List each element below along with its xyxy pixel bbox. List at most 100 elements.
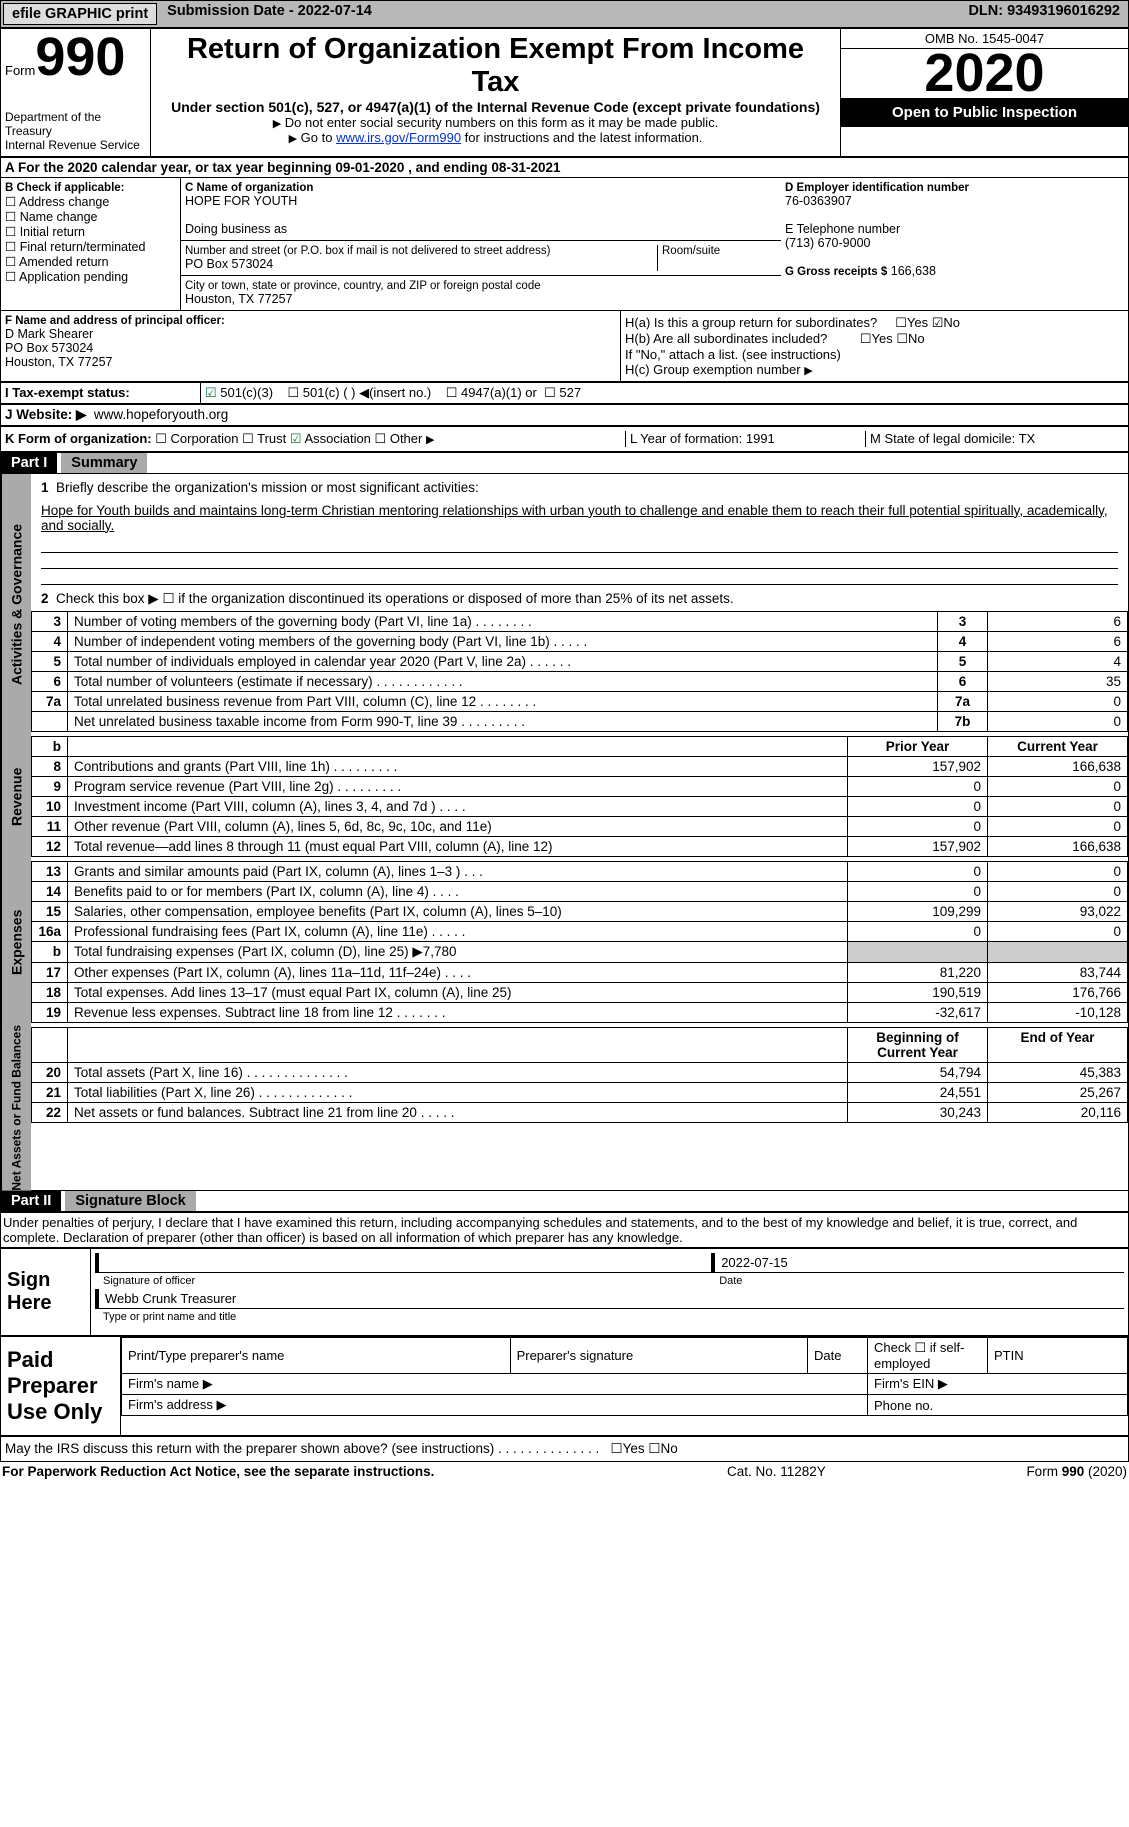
line-num: 4 [32, 631, 68, 651]
current-year: 0 [988, 861, 1128, 881]
row-k: K Form of organization: Corporation Trus… [0, 426, 1129, 452]
header-right: OMB No. 1545-0047 2020 Open to Public In… [841, 29, 1128, 156]
line-val: 0 [988, 711, 1128, 731]
netassets-section: Net Assets or Fund Balances Beginning of… [0, 1025, 1129, 1191]
netassets-table: Beginning of Current Year End of Year20 … [31, 1027, 1128, 1123]
form-subtitle: Under section 501(c), 527, or 4947(a)(1)… [163, 99, 828, 115]
prior-year: 157,902 [848, 836, 988, 856]
chk-name-change[interactable]: Name change [5, 209, 176, 224]
expenses-section: Expenses 13 Grants and similar amounts p… [0, 859, 1129, 1025]
line-box: 6 [938, 671, 988, 691]
foot-l: For Paperwork Reduction Act Notice, see … [2, 1464, 727, 1479]
line-desc: Net unrelated business taxable income fr… [68, 711, 938, 731]
website[interactable]: www.hopeforyouth.org [94, 407, 228, 422]
may-discuss: May the IRS discuss this return with the… [0, 1436, 1129, 1462]
header-center: Return of Organization Exempt From Incom… [151, 29, 841, 156]
end-year: 25,267 [988, 1082, 1128, 1102]
part1-tag: Part I [1, 453, 57, 473]
prior-year: 190,519 [848, 982, 988, 1002]
prep-c2: Preparer's signature [510, 1338, 807, 1374]
note2-post: for instructions and the latest informat… [461, 130, 702, 145]
line-desc: Benefits paid to or for members (Part IX… [68, 881, 848, 901]
chk-amended-return[interactable]: Amended return [5, 254, 176, 269]
efile-print-button[interactable]: efile GRAPHIC print [3, 3, 157, 25]
sign-section: Sign Here 2022-07-15 Signature of office… [0, 1248, 1129, 1336]
line-num: 3 [32, 611, 68, 631]
m-state: M State of legal domicile: TX [865, 431, 1124, 447]
form-header: Form990 Department of the Treasury Inter… [0, 28, 1129, 157]
ha-yes[interactable]: Yes [907, 315, 928, 330]
line-num: 16a [32, 921, 68, 941]
line-num: 15 [32, 901, 68, 921]
arrow-icon [273, 115, 281, 130]
q1: Briefly describe the organization's miss… [56, 480, 479, 495]
line-desc: Total fundraising expenses (Part IX, col… [68, 941, 848, 962]
expenses-table: 13 Grants and similar amounts paid (Part… [31, 861, 1128, 1023]
chk-corp[interactable]: Corporation [155, 431, 238, 446]
irs-link[interactable]: www.irs.gov/Form990 [336, 130, 461, 145]
f-lbl: F Name and address of principal officer: [5, 315, 616, 327]
beg-year: 24,551 [848, 1082, 988, 1102]
ha-no[interactable]: No [943, 315, 960, 330]
section-d: D Employer identification number 76-0363… [781, 178, 1128, 310]
chk-501c[interactable]: 501(c) ( ) ◀(insert no.) [287, 385, 431, 400]
arrow-icon [289, 130, 297, 145]
line-desc: Other expenses (Part IX, column (A), lin… [68, 962, 848, 982]
section-bcd: B Check if applicable: Address change Na… [0, 178, 1129, 310]
line-box: 7a [938, 691, 988, 711]
line-num: 22 [32, 1102, 68, 1122]
hb-no[interactable]: No [908, 331, 925, 346]
firm-name: Firm's name ▶ [122, 1374, 868, 1395]
room-lbl: Room/suite [662, 245, 777, 257]
line-num: 7a [32, 691, 68, 711]
chk-trust[interactable]: Trust [242, 431, 286, 446]
part2-header: Part II Signature Block [0, 1190, 1129, 1212]
sig-lbl: Signature of officer [97, 1273, 713, 1290]
c-name-lbl: C Name of organization [185, 182, 777, 194]
hb-yes[interactable]: Yes [872, 331, 893, 346]
current-year: -10,128 [988, 1002, 1128, 1022]
may-text: May the IRS discuss this return with the… [5, 1441, 599, 1456]
line-desc: Grants and similar amounts paid (Part IX… [68, 861, 848, 881]
foot-r-post: (2020) [1084, 1464, 1127, 1479]
may-no[interactable]: No [661, 1441, 678, 1456]
line-desc: Total assets (Part X, line 16) . . . . .… [68, 1062, 848, 1082]
line-val: 6 [988, 611, 1128, 631]
beg-year: 54,794 [848, 1062, 988, 1082]
line-box: 4 [938, 631, 988, 651]
current-year: 0 [988, 796, 1128, 816]
chk-address-change[interactable]: Address change [5, 194, 176, 209]
prep-c4[interactable]: Check ☐ if self-employed [868, 1338, 988, 1374]
line-num: 10 [32, 796, 68, 816]
part2-title: Signature Block [65, 1191, 195, 1211]
prep-c3: Date [808, 1338, 868, 1374]
foot-r: 990 [1062, 1464, 1085, 1479]
dept: Department of the Treasury [5, 110, 146, 138]
chk-527[interactable]: 527 [544, 385, 581, 400]
row-j: J Website: ▶ www.hopeforyouth.org [0, 404, 1129, 426]
shade [848, 941, 988, 962]
chk-other[interactable]: Other [375, 431, 423, 446]
line-desc: Number of independent voting members of … [68, 631, 938, 651]
dln: DLN: 93493196016292 [960, 1, 1128, 27]
chk-501c3[interactable]: 501(c)(3) [205, 385, 273, 400]
prior-year: 0 [848, 816, 988, 836]
line-box: 5 [938, 651, 988, 671]
part1-title: Summary [61, 453, 147, 473]
current-year: 166,638 [988, 836, 1128, 856]
hc: H(c) Group exemption number [625, 362, 801, 377]
line-num: 13 [32, 861, 68, 881]
prep-c5: PTIN [988, 1338, 1128, 1374]
chk-final-return[interactable]: Final return/terminated [5, 239, 176, 254]
may-yes[interactable]: Yes [623, 1441, 645, 1456]
gross-receipts: 166,638 [891, 264, 936, 278]
beg-year: 30,243 [848, 1102, 988, 1122]
ha: H(a) Is this a group return for subordin… [625, 315, 877, 330]
chk-app-pending[interactable]: Application pending [5, 269, 176, 284]
chk-assoc[interactable]: Association [290, 431, 371, 446]
signer-name: Webb Crunk Treasurer [97, 1289, 1124, 1309]
line-num: b [32, 941, 68, 962]
section-b: B Check if applicable: Address change Na… [1, 178, 181, 310]
chk-4947[interactable]: 4947(a)(1) or [446, 385, 537, 400]
chk-initial-return[interactable]: Initial return [5, 224, 176, 239]
